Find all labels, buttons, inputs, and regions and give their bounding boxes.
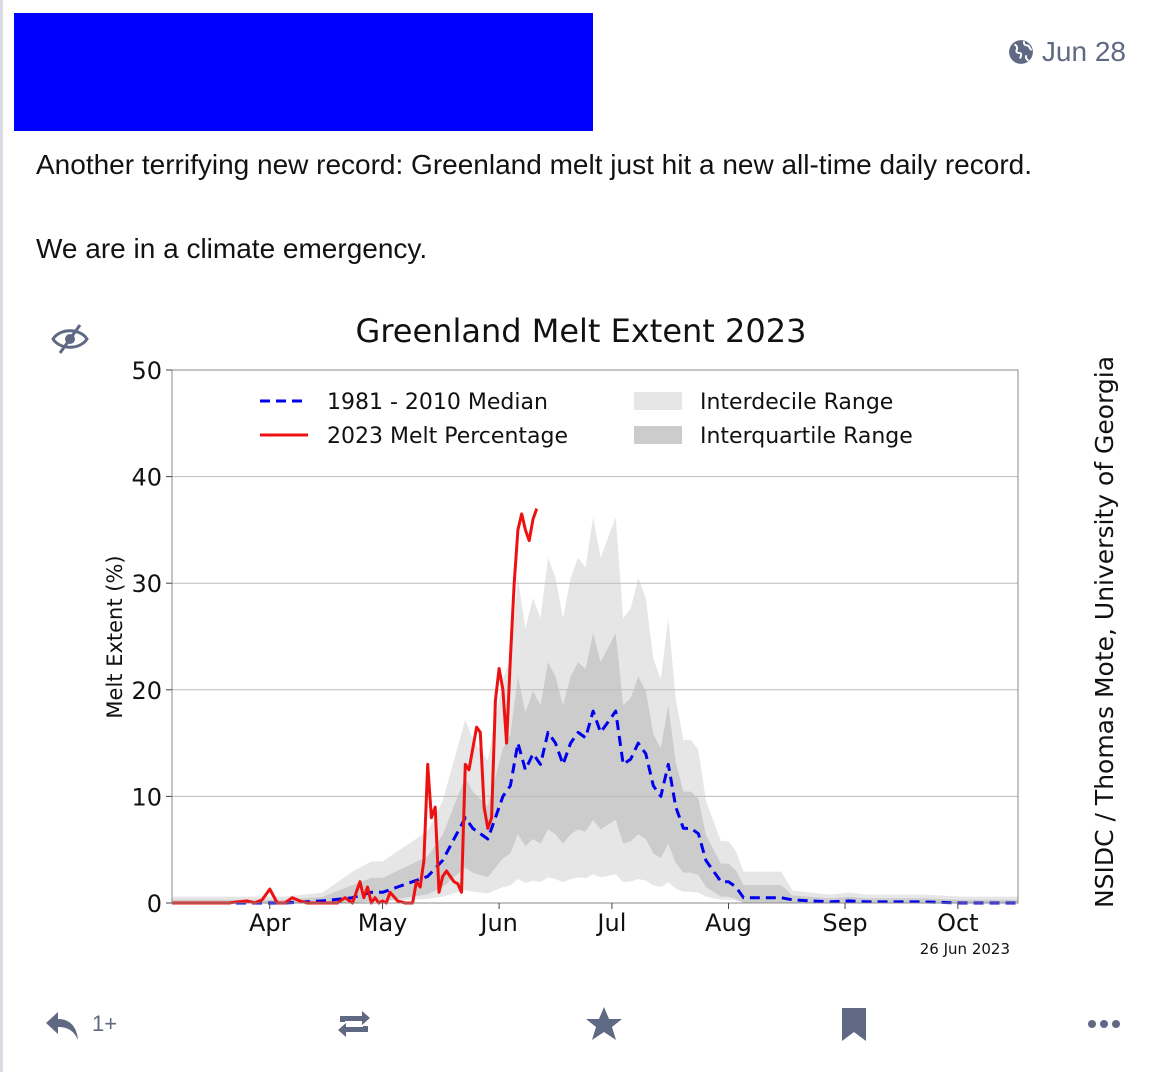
bookmark-button[interactable] <box>834 1004 874 1044</box>
chart-title: Greenland Melt Extent 2023 <box>356 312 807 350</box>
y-tick-label: 0 <box>147 890 162 918</box>
y-tick-labels: 0 10 20 30 40 50 <box>131 357 172 918</box>
boost-button[interactable] <box>334 1004 374 1044</box>
x-tick-label: Jul <box>595 909 626 937</box>
legend-interquartile-label: Interquartile Range <box>700 424 913 449</box>
redacted-author-block <box>14 13 593 131</box>
post-meta[interactable]: Jun 28 <box>1008 36 1126 68</box>
legend-median-label: 1981 - 2010 Median <box>327 390 548 415</box>
boost-icon <box>338 1011 370 1037</box>
star-icon <box>586 1007 622 1040</box>
globe-icon <box>1009 40 1033 64</box>
range-bands <box>172 517 1018 903</box>
y-tick-label: 30 <box>131 570 162 598</box>
legend-interdecile-label: Interdecile Range <box>700 390 893 415</box>
post-text-line-1: Another terrifying new record: Greenland… <box>36 149 1032 180</box>
chart-legend: 1981 - 2010 Median 2023 Melt Percentage … <box>260 390 913 449</box>
y-tick-label: 10 <box>131 783 162 811</box>
legend-interdecile-swatch <box>634 392 682 410</box>
x-tick-label: Oct <box>937 909 979 937</box>
more-icon <box>1088 1020 1120 1028</box>
plot-frame <box>171 369 1019 904</box>
legend-melt-label: 2023 Melt Percentage <box>327 424 568 449</box>
post-timestamp[interactable]: Jun 28 <box>1041 36 1126 67</box>
reply-button[interactable]: 1+ <box>42 1004 117 1044</box>
x-tick-label: May <box>358 909 408 937</box>
chart-credit: NSIDC / Thomas Mote, University of Georg… <box>1090 356 1119 908</box>
left-border <box>0 0 3 1072</box>
x-tick-label: Jun <box>478 909 518 937</box>
y-axis-label: Melt Extent (%) <box>103 555 127 718</box>
favourite-button[interactable] <box>584 1004 624 1044</box>
post-action-bar: 1+ <box>0 1000 1158 1050</box>
reply-count: 1+ <box>92 1011 118 1036</box>
x-tick-labels: Apr May Jun Jul Aug Sep Oct <box>249 903 979 937</box>
x-tick-label: Aug <box>705 909 752 937</box>
post-text-line-2: We are in a climate emergency. <box>36 233 428 264</box>
x-tick-label: Sep <box>822 909 867 937</box>
y-tick-label: 20 <box>131 677 162 705</box>
more-button[interactable] <box>1084 1004 1124 1044</box>
legend-interquartile-swatch <box>634 426 682 444</box>
interquartile-band <box>172 633 1018 903</box>
melt-extent-chart[interactable]: 0 10 20 30 40 50 Apr May Jun Jul Aug Sep Oct Greenl… <box>40 300 1130 980</box>
chart-date-label: 26 Jun 2023 <box>920 940 1010 958</box>
post-content: Another terrifying new record: Greenland… <box>36 146 1136 268</box>
median-series-line <box>172 709 1018 905</box>
y-tick-label: 50 <box>131 357 162 385</box>
chart-gridlines <box>172 476 1018 797</box>
x-tick-label: Apr <box>249 909 291 937</box>
bookmark-icon <box>842 1008 866 1041</box>
eye-slash-icon[interactable] <box>50 322 90 356</box>
reply-icon <box>46 1012 78 1040</box>
y-tick-label: 40 <box>131 464 162 492</box>
